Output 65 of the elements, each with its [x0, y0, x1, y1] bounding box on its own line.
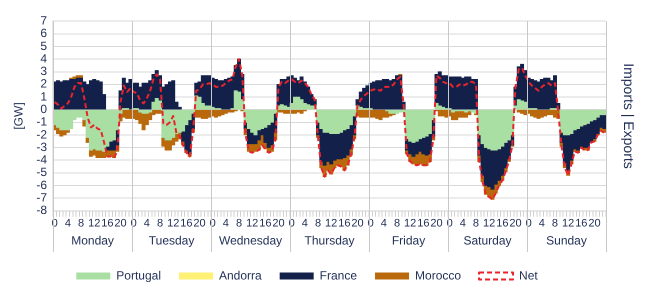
x-tick-label: 16 [496, 217, 508, 230]
y-tick-label: 4 [40, 51, 48, 66]
x-tick-label: 8 [552, 217, 558, 230]
x-tick-label: 20 [588, 217, 601, 230]
x-tick-label: 4 [64, 217, 71, 230]
x-tick-label: 8 [472, 217, 480, 230]
y-tick-label: -2 [36, 127, 48, 142]
y-tick-label: -4 [36, 152, 48, 167]
x-tick-label: 12 [167, 217, 180, 230]
x-tick-label: 20 [272, 217, 285, 230]
y-tick-label: -6 [36, 178, 48, 192]
y-tick-label: -3 [36, 140, 48, 154]
x-tick-label: 4 [302, 217, 308, 230]
x-tick-label: 20 [114, 217, 127, 230]
y-tick-label: 0 [40, 102, 48, 116]
x-tick-label: 4 [538, 217, 545, 230]
x-tick-label: 20 [509, 217, 522, 230]
x-tick-label: 20 [351, 217, 364, 230]
x-tick-label: 20 [430, 217, 443, 230]
legend-label: Morocco [415, 268, 462, 282]
text: Thursday [304, 233, 355, 248]
x-tick-label: 16 [259, 217, 272, 230]
x-tick-label: 16 [180, 217, 192, 230]
y-tick-label: 2 [40, 76, 48, 91]
x-tick-label: 20 [193, 217, 206, 230]
x-tick-label: 8 [78, 217, 84, 230]
x-tick-label: 4 [144, 217, 150, 230]
x-tick-label: 16 [101, 217, 114, 230]
x-tick-label: 16 [575, 217, 588, 230]
y-tick-label: 7 [40, 14, 48, 28]
x-tick-label: 12 [88, 217, 100, 230]
text: Monday [71, 233, 114, 248]
x-tick-label: 12 [325, 217, 338, 230]
x-tick-label: 8 [156, 217, 164, 230]
x-tick-label: 12 [404, 217, 416, 230]
legend-label: Andorra [218, 268, 262, 282]
x-tick-label: 8 [394, 217, 400, 230]
legend-label: Net [519, 268, 538, 282]
y-tick-label: -5 [36, 165, 48, 180]
y-axis-title: [GW] [12, 102, 26, 130]
y-tick-label: 5 [40, 38, 48, 53]
text: Tuesday [148, 233, 194, 248]
text: Wednesday [218, 233, 282, 248]
text: Friday [392, 233, 426, 248]
y-tick-label: 1 [40, 89, 48, 104]
x-tick-label: 4 [460, 217, 466, 230]
text: Saturday [464, 233, 512, 248]
x-tick-label: 8 [236, 217, 242, 230]
x-tick-label: 4 [380, 217, 387, 230]
x-tick-label: 4 [222, 217, 229, 230]
y-tick-label: 6 [40, 26, 48, 40]
y-tick-label: -8 [36, 203, 48, 218]
x-tick-label: 12 [483, 217, 496, 230]
y-tick-label: -7 [36, 190, 48, 204]
x-tick-label: 12 [562, 217, 574, 230]
x-tick-label: 16 [417, 217, 430, 230]
legend-label: Portugal [116, 268, 161, 282]
text: Sunday [546, 233, 587, 248]
x-tick-label: 16 [338, 217, 350, 230]
y-tick-label: -1 [36, 114, 48, 129]
x-tick-label: 12 [246, 217, 258, 230]
y-tick-label: 3 [40, 64, 48, 78]
x-tick-label: 8 [314, 217, 322, 230]
legend-label: France [320, 268, 358, 282]
y2-axis-title: Imports | Exports [621, 63, 638, 169]
